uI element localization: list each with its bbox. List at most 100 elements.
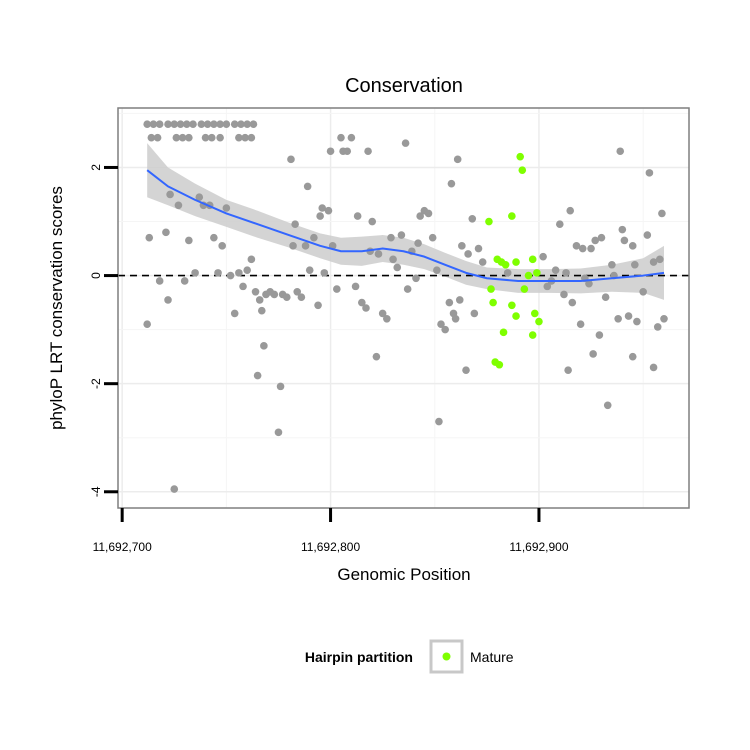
y-axis: -4 -2 0 2 xyxy=(89,164,118,497)
point-other-143 xyxy=(597,233,606,242)
point-other-160 xyxy=(653,323,662,331)
smooth-line-path xyxy=(146,169,665,282)
point-other-26 xyxy=(241,133,249,142)
point-mature-21 xyxy=(495,360,504,369)
point-other-132 xyxy=(560,290,568,299)
point-other-68 xyxy=(297,293,306,301)
point-other-73 xyxy=(314,301,322,310)
point-other-15 xyxy=(243,120,252,129)
point-other-148 xyxy=(614,315,622,323)
point-other-93 xyxy=(374,250,383,258)
point-other-87 xyxy=(358,298,366,307)
point-other-16 xyxy=(249,120,258,129)
point-other-157 xyxy=(643,231,652,239)
point-other-11 xyxy=(216,120,224,129)
point-other-159 xyxy=(649,363,658,372)
y-tick-label-1: -2 xyxy=(89,378,103,389)
point-mature-12 xyxy=(533,269,541,277)
point-other-114 xyxy=(447,179,456,188)
point-other-103 xyxy=(412,274,420,283)
point-other-167 xyxy=(562,269,570,277)
point-mature-19 xyxy=(487,285,495,293)
point-other-48 xyxy=(235,269,243,277)
point-other-77 xyxy=(324,206,333,215)
point-other-152 xyxy=(624,312,633,320)
point-other-153 xyxy=(628,352,637,361)
point-other-0 xyxy=(143,120,151,129)
point-other-111 xyxy=(437,320,445,329)
point-mature-6 xyxy=(516,152,525,161)
point-other-35 xyxy=(174,201,183,210)
point-other-10 xyxy=(210,120,218,129)
point-other-54 xyxy=(255,296,264,304)
point-other-126 xyxy=(503,269,512,277)
legend-title: Hairpin partition xyxy=(305,649,413,665)
point-other-166 xyxy=(628,242,637,250)
point-other-89 xyxy=(364,147,372,156)
point-other-163 xyxy=(660,315,668,323)
point-other-43 xyxy=(214,269,222,277)
point-other-78 xyxy=(326,147,335,156)
point-other-84 xyxy=(347,133,356,142)
point-other-88 xyxy=(362,304,370,312)
point-mature-13 xyxy=(535,317,543,326)
point-other-81 xyxy=(337,133,345,142)
point-other-158 xyxy=(645,169,654,177)
grid-lines xyxy=(118,108,689,508)
point-other-1 xyxy=(149,120,158,129)
point-other-67 xyxy=(293,287,302,296)
point-mature-11 xyxy=(530,309,539,318)
point-other-27 xyxy=(247,133,256,142)
point-other-123 xyxy=(470,309,479,318)
point-other-116 xyxy=(451,315,460,323)
point-other-2 xyxy=(155,120,164,129)
x-tick-label-0: 11,692,700 xyxy=(93,540,152,554)
point-mature-0 xyxy=(485,217,493,226)
y-tick-label-3: 2 xyxy=(89,164,103,171)
x-axis-label: Genomic Position xyxy=(337,565,470,584)
point-other-13 xyxy=(230,120,239,129)
point-other-4 xyxy=(170,120,179,129)
point-other-33 xyxy=(166,190,174,199)
point-other-165 xyxy=(587,244,595,253)
point-other-5 xyxy=(176,120,185,129)
point-other-131 xyxy=(555,220,564,229)
point-other-28 xyxy=(145,233,154,242)
point-other-144 xyxy=(601,293,610,301)
point-other-65 xyxy=(289,242,297,250)
point-other-134 xyxy=(566,206,575,215)
point-other-14 xyxy=(237,120,245,129)
point-mature-9 xyxy=(524,271,533,280)
point-other-34 xyxy=(170,485,179,493)
point-other-108 xyxy=(428,233,437,242)
point-mature-18 xyxy=(489,298,497,307)
y-tick-label-2: 0 xyxy=(89,272,103,279)
point-other-3 xyxy=(164,120,172,129)
point-other-46 xyxy=(226,271,235,280)
point-mature-10 xyxy=(528,255,537,264)
point-other-42 xyxy=(210,233,218,242)
point-other-55 xyxy=(257,306,266,315)
point-other-118 xyxy=(455,296,464,304)
point-mature-3 xyxy=(501,260,510,269)
point-mature-7 xyxy=(518,166,527,174)
point-other-61 xyxy=(276,382,285,391)
x-tick-label-2: 11,692,900 xyxy=(509,540,568,554)
point-other-24 xyxy=(216,133,224,142)
point-other-23 xyxy=(207,133,216,142)
point-other-29 xyxy=(143,320,151,329)
point-other-100 xyxy=(401,139,410,147)
point-other-49 xyxy=(239,282,247,291)
chart-title: Conservation xyxy=(345,75,463,97)
point-other-19 xyxy=(172,133,181,142)
point-other-47 xyxy=(230,309,239,318)
point-other-136 xyxy=(572,242,581,250)
point-other-80 xyxy=(333,285,341,293)
y-axis-label: phyloP LRT conservation scores xyxy=(47,186,66,430)
point-other-161 xyxy=(656,255,664,264)
point-other-53 xyxy=(253,371,262,380)
point-other-12 xyxy=(222,120,231,129)
point-other-112 xyxy=(441,325,449,334)
point-other-91 xyxy=(368,217,377,226)
